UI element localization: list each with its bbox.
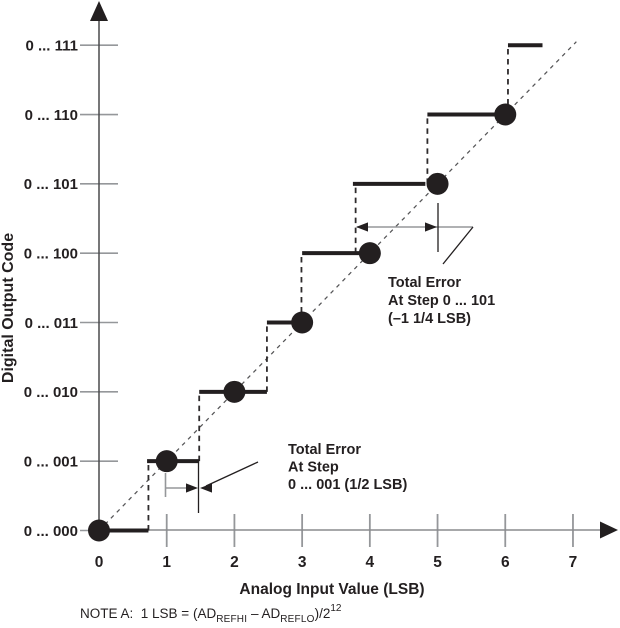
x-axis-arrow-icon	[600, 521, 618, 539]
y-tick-label: 0 ... 001	[24, 453, 78, 470]
note-a: NOTE A: 1 LSB = (ADREFHI – ADREFLO)/212	[80, 603, 341, 625]
x-axis-title: Analog Input Value (LSB)	[239, 581, 424, 598]
x-tick-label: 2	[230, 554, 239, 571]
x-tick-label: 3	[298, 554, 307, 571]
total-error-step-001-arrowhead-icon	[186, 483, 198, 493]
total-error-step-101-label: Total Error	[388, 275, 461, 291]
y-tick-label: 0 ... 111	[25, 37, 78, 54]
note-sub-refhi: REFHI	[216, 614, 248, 625]
total-error-step-101-arrowhead-icon	[356, 222, 368, 232]
note-body-2: – AD	[247, 606, 281, 621]
x-tick-label: 4	[366, 554, 375, 571]
x-tick-label: 0	[95, 554, 104, 571]
total-error-step-001-arrowhead-icon	[200, 483, 212, 493]
total-error-step-101-label: (–1 1/4 LSB)	[388, 311, 471, 327]
note-body-3: )/2	[314, 606, 331, 621]
note-sup-12: 12	[330, 603, 342, 614]
y-tick-label: 0 ... 000	[24, 523, 78, 540]
y-tick-label: 0 ... 100	[24, 245, 78, 262]
y-tick-label: 0 ... 101	[24, 176, 78, 193]
x-tick-label: 7	[569, 554, 578, 571]
code-data-point	[358, 242, 381, 265]
y-axis-arrow-icon	[90, 1, 108, 21]
total-error-step-001-label: 0 ... 001 (1/2 LSB)	[288, 477, 407, 493]
code-data-point	[223, 380, 246, 403]
total-error-step-101-arrowhead-icon	[425, 222, 437, 232]
code-data-point	[291, 311, 314, 334]
note-body-1: 1 LSB = (AD	[140, 606, 217, 621]
note-gap	[133, 606, 141, 621]
x-tick-label: 6	[501, 554, 510, 571]
code-data-point	[88, 519, 110, 542]
y-tick-label: 0 ... 110	[25, 107, 78, 124]
total-error-step-001-label: At Step	[288, 460, 339, 476]
note-label: NOTE A:	[80, 606, 134, 621]
code-data-point	[426, 172, 449, 195]
y-axis-title: Digital Output Code	[0, 233, 17, 383]
total-error-step-101-marker-line	[442, 226, 474, 265]
total-error-step-001-label: Total Error	[288, 442, 361, 458]
x-tick-label: 5	[433, 554, 442, 571]
total-error-step-001-marker-line	[205, 461, 259, 487]
code-data-point	[155, 450, 178, 473]
ideal-transfer-line	[98, 41, 577, 531]
y-tick-label: 0 ... 010	[24, 384, 78, 401]
x-tick-label: 1	[162, 554, 171, 571]
total-error-step-101-label: At Step 0 ... 101	[388, 293, 495, 309]
note-sub-reflo: REFLO	[280, 614, 315, 625]
code-data-point	[494, 103, 517, 126]
y-tick-label: 0 ... 011	[25, 315, 78, 332]
